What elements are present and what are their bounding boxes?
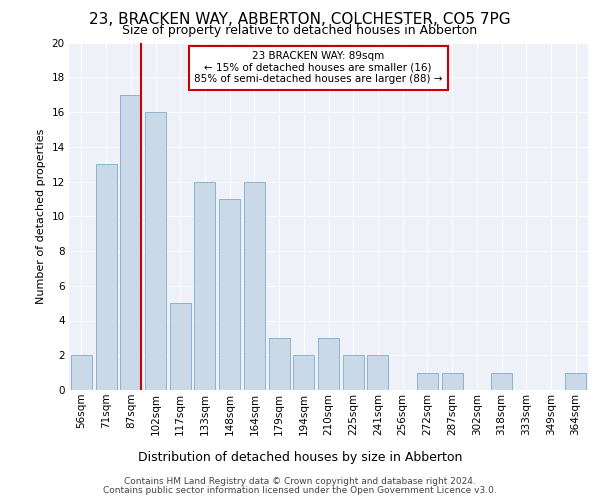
Bar [219,199,240,390]
Bar [491,372,512,390]
Bar [442,372,463,390]
Bar [343,355,364,390]
Bar [244,182,265,390]
Text: Size of property relative to detached houses in Abberton: Size of property relative to detached ho… [122,24,478,37]
Text: 23 BRACKEN WAY: 89sqm
← 15% of detached houses are smaller (16)
85% of semi-deta: 23 BRACKEN WAY: 89sqm ← 15% of detached … [194,51,442,84]
Text: Contains HM Land Registry data © Crown copyright and database right 2024.: Contains HM Land Registry data © Crown c… [124,477,476,486]
Bar [269,338,290,390]
Text: Contains public sector information licensed under the Open Government Licence v3: Contains public sector information licen… [103,486,497,495]
Bar [565,372,586,390]
Bar [145,112,166,390]
Bar [318,338,339,390]
Bar [293,355,314,390]
Bar [170,303,191,390]
Text: Distribution of detached houses by size in Abberton: Distribution of detached houses by size … [138,451,462,464]
Y-axis label: Number of detached properties: Number of detached properties [36,128,46,304]
Bar [417,372,438,390]
Text: 23, BRACKEN WAY, ABBERTON, COLCHESTER, CO5 7PG: 23, BRACKEN WAY, ABBERTON, COLCHESTER, C… [89,12,511,28]
Bar [120,94,141,390]
Bar [367,355,388,390]
Bar [71,355,92,390]
Bar [95,164,116,390]
Bar [194,182,215,390]
